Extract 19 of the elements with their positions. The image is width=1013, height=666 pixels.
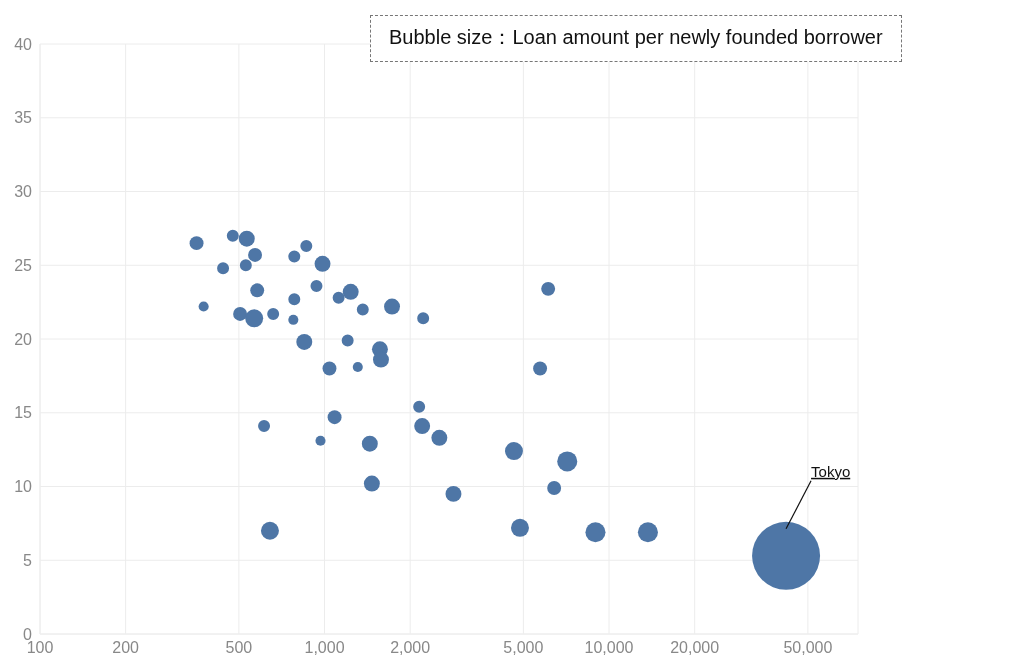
x-tick-label: 5,000 <box>503 639 544 657</box>
y-tick-label: 25 <box>14 256 33 274</box>
y-tick-label: 20 <box>14 330 33 348</box>
note-frame: Bubble size：Loan amount per newly founded borrower <box>370 15 902 62</box>
y-tick-label: 40 <box>14 35 33 53</box>
y-tick-label: 10 <box>14 478 33 496</box>
x-tick-label: 100 <box>26 639 54 657</box>
x-tick-label: 20,000 <box>670 639 720 657</box>
x-tick-label: 10,000 <box>584 639 634 657</box>
y-tick-label: 35 <box>14 109 33 127</box>
y-tick-label: 15 <box>14 404 33 422</box>
annotation: Tokyo <box>811 462 851 480</box>
x-tick-label: 50,000 <box>783 639 833 657</box>
x-tick-label: 2,000 <box>390 639 431 657</box>
x-tick-label: 1,000 <box>304 639 345 657</box>
y-tick-label: 30 <box>14 183 33 201</box>
y-tick-label: 5 <box>23 551 33 569</box>
x-tick-label: 500 <box>225 639 253 657</box>
x-tick-label: 200 <box>112 639 140 657</box>
